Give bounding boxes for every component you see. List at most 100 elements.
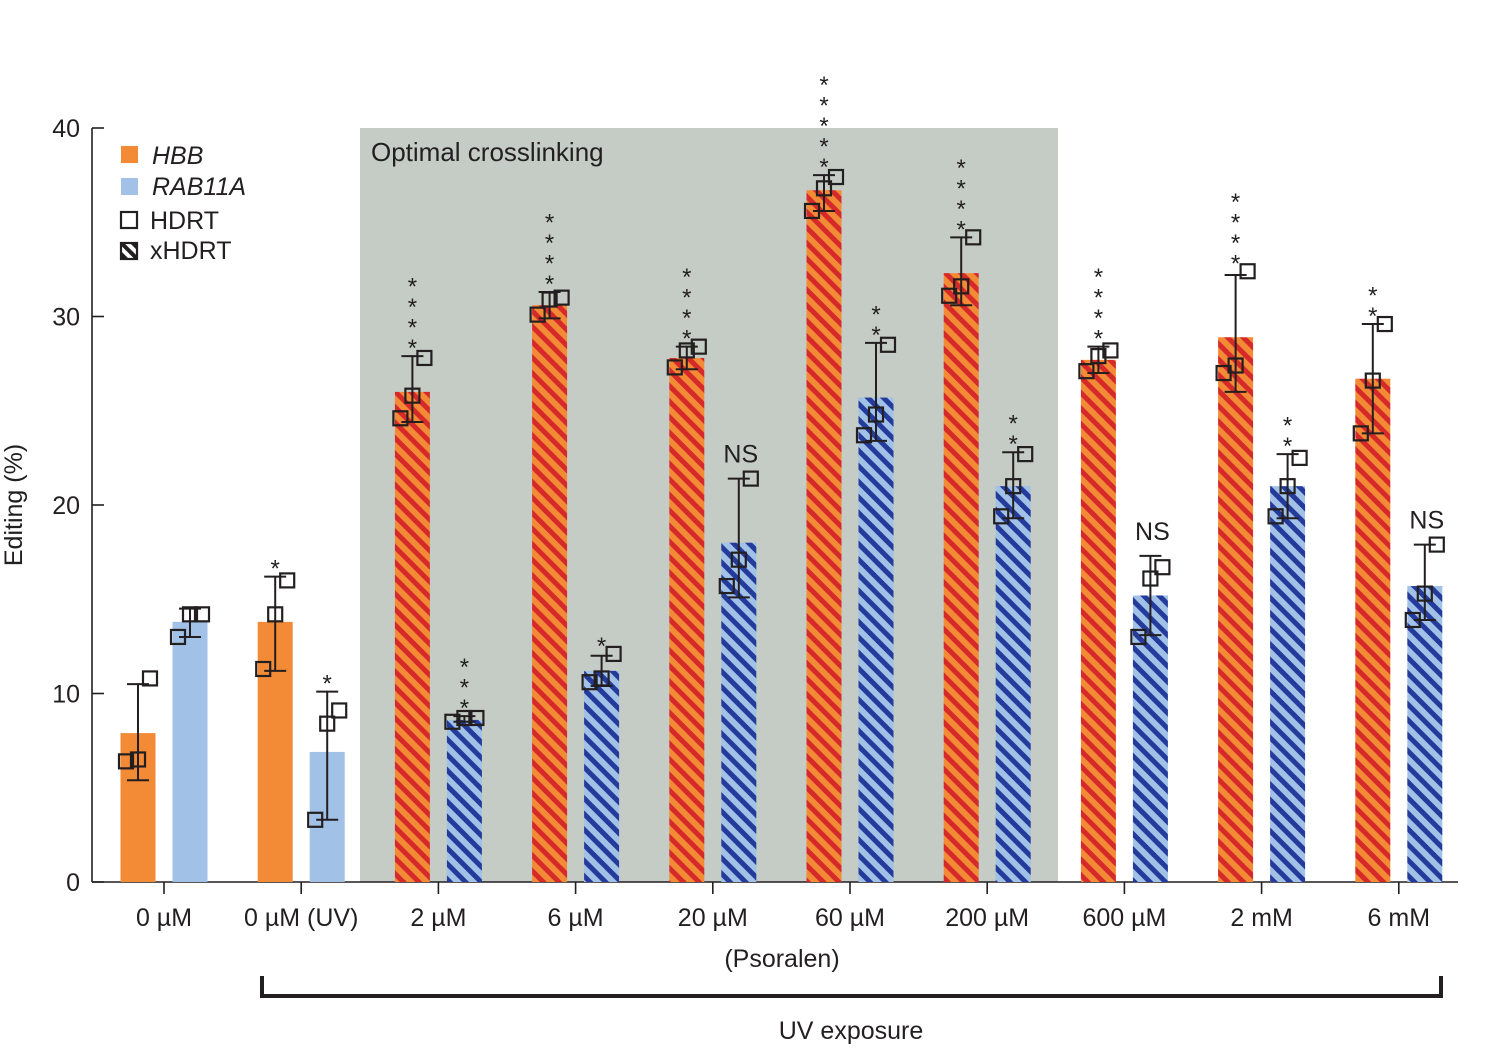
significance-label-rab11a: * * * bbox=[460, 654, 469, 722]
data-point-hbb bbox=[953, 278, 970, 295]
legend-label-hbb: HBB bbox=[152, 142, 203, 170]
legend-swatch-rab11a bbox=[121, 178, 138, 195]
data-point-rab11a bbox=[468, 709, 485, 727]
x-tick-label: 2 µM bbox=[410, 904, 466, 932]
significance-label-rab11a: * * bbox=[1283, 413, 1292, 461]
data-point-rab11a bbox=[1416, 585, 1433, 602]
significance-label-rab11a: * bbox=[597, 633, 606, 660]
data-point-rab11a bbox=[730, 551, 747, 568]
bar-hbb bbox=[1080, 359, 1116, 883]
y-axis-title: Editing (%) bbox=[0, 444, 28, 566]
data-point-rab11a bbox=[1017, 446, 1034, 463]
significance-label-hbb: * * * * bbox=[1094, 264, 1103, 353]
bars bbox=[120, 190, 1443, 883]
legend-label-xhdrt: xHDRT bbox=[150, 237, 231, 265]
data-point-hbb bbox=[1364, 372, 1381, 389]
data-point-hbb bbox=[1090, 347, 1107, 365]
data-point-hbb bbox=[1102, 342, 1119, 359]
data-point-rab11a bbox=[331, 702, 348, 719]
bar-rab11a bbox=[1270, 486, 1306, 882]
bar-rab11a bbox=[721, 542, 757, 882]
uv-exposure-bracket bbox=[260, 976, 1443, 998]
data-point-hbb bbox=[529, 306, 546, 323]
bar-hbb bbox=[394, 391, 430, 882]
data-point-rab11a bbox=[879, 336, 897, 353]
significance-label-rab11a: * * bbox=[871, 301, 880, 349]
bar-rab11a bbox=[172, 621, 208, 882]
data-point-rab11a bbox=[169, 628, 187, 646]
x-axis: 0 µM 0 µM (UV) 2 µM 6 µM 20 µM 60 µM 200 µM 600… bbox=[92, 881, 1458, 973]
bar-hbb bbox=[1218, 337, 1254, 882]
significance-labels: ** * * ** * * * * * * ** * * * * * * * ** * * ** * * ** *** * **NS*… bbox=[271, 72, 1445, 722]
data-point-hbb bbox=[1078, 363, 1095, 380]
data-point-rab11a bbox=[742, 470, 759, 487]
data-point-rab11a bbox=[1130, 628, 1147, 646]
significance-label-rab11a: NS bbox=[1135, 518, 1170, 546]
data-point-rab11a bbox=[605, 645, 622, 663]
data-point-rab11a bbox=[593, 670, 610, 687]
x-tick-label: 6 mM bbox=[1368, 904, 1431, 932]
y-tick-label: 0 bbox=[66, 869, 80, 897]
data-point-hbb bbox=[416, 349, 433, 367]
region-label: Optimal crosslinking bbox=[371, 137, 604, 167]
x-tick-label: 600 µM bbox=[1082, 904, 1166, 932]
bar-rab11a bbox=[995, 486, 1031, 882]
data-point-hbb bbox=[404, 387, 421, 404]
data-point-hbb bbox=[117, 753, 135, 770]
data-point-rab11a bbox=[855, 427, 873, 444]
data-point-rab11a bbox=[867, 406, 885, 423]
significance-label-hbb: * * * * * bbox=[819, 72, 828, 181]
x-ticks: 0 µM 0 µM (UV) 2 µM 6 µM 20 µM 60 µM 200 µM 600… bbox=[136, 882, 1430, 932]
data-point-rab11a bbox=[444, 713, 461, 730]
x-tick-label: 2 mM bbox=[1230, 904, 1293, 932]
legend-swatch-hdrt bbox=[119, 210, 139, 230]
data-point-rab11a bbox=[193, 606, 211, 623]
x-tick-label: 20 µM bbox=[678, 904, 748, 932]
significance-label-hbb: * * * * bbox=[957, 155, 966, 244]
y-tick-label: 40 bbox=[52, 115, 80, 143]
significance-label-hbb: * * bbox=[1368, 283, 1377, 331]
data-point-hbb bbox=[1352, 425, 1369, 442]
data-point-rab11a bbox=[1404, 611, 1421, 629]
x-tick-label: 0 µM bbox=[136, 904, 192, 932]
data-point-hbb bbox=[666, 359, 683, 376]
significance-label-hbb: * * * * bbox=[682, 264, 691, 353]
x-tick-label: 6 µM bbox=[548, 904, 604, 932]
data-point-rab11a bbox=[319, 715, 336, 732]
data-point-hbb bbox=[279, 572, 296, 589]
data-point-hbb bbox=[1376, 315, 1393, 333]
y-ticks: 0 10 20 30 40 bbox=[52, 115, 104, 897]
data-point-hbb bbox=[255, 660, 272, 678]
data-point-rab11a bbox=[1142, 570, 1159, 587]
significance-label-hbb: * * * * bbox=[545, 209, 554, 298]
data-point-rab11a bbox=[1428, 536, 1445, 553]
bar-hbb bbox=[669, 357, 705, 883]
legend-label-rab11a: RAB11A bbox=[152, 173, 246, 201]
data-point-rab11a bbox=[1291, 449, 1308, 466]
data-point-rab11a bbox=[181, 606, 199, 623]
data-point-hbb bbox=[141, 670, 159, 687]
bar-hbb bbox=[943, 273, 979, 882]
significance-label-rab11a: * * bbox=[1009, 411, 1018, 459]
data-point-hbb bbox=[965, 229, 982, 246]
significance-label-hbb: * * * * bbox=[1231, 189, 1240, 278]
data-point-hbb bbox=[541, 291, 558, 308]
bar-hbb bbox=[532, 305, 568, 882]
bar-hbb bbox=[1355, 378, 1391, 882]
data-point-rab11a bbox=[1267, 508, 1284, 525]
x-tick-label: 200 µM bbox=[945, 904, 1029, 932]
uv-exposure-label: UV exposure bbox=[779, 1017, 924, 1045]
data-point-hbb bbox=[678, 342, 695, 359]
data-point-hbb bbox=[553, 289, 570, 306]
data-point-hbb bbox=[129, 751, 147, 768]
data-point-hbb bbox=[1239, 263, 1256, 280]
x-axis-title: (Psoralen) bbox=[724, 945, 839, 973]
data-point-hbb bbox=[803, 202, 821, 220]
data-point-hbb bbox=[827, 168, 845, 186]
data-point-rab11a bbox=[456, 709, 473, 727]
data-point-hbb bbox=[267, 606, 284, 623]
y-tick-label: 30 bbox=[52, 304, 80, 332]
data-point-rab11a bbox=[1279, 478, 1296, 495]
y-tick-label: 10 bbox=[52, 681, 80, 709]
significance-label-hbb: * * * * bbox=[408, 274, 417, 363]
